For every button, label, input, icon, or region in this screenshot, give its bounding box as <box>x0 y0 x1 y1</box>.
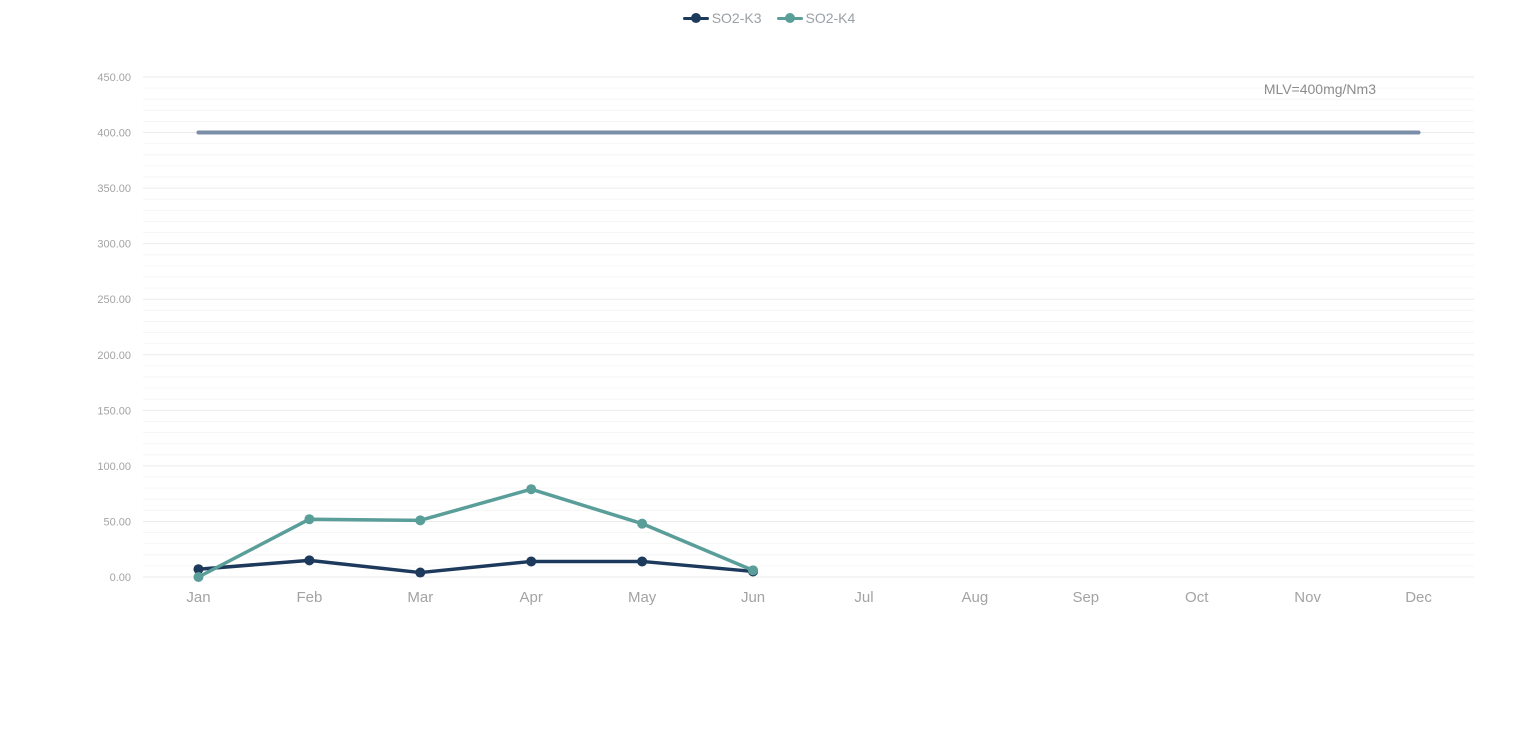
legend-marker-so2-k3 <box>682 12 710 24</box>
y-tick-label: 300.00 <box>97 239 131 251</box>
data-point-so2-k4-may[interactable] <box>637 518 648 529</box>
data-point-so2-k3-feb[interactable] <box>304 555 315 566</box>
x-tick-label-sep: Sep <box>1072 589 1099 606</box>
legend: SO2-K3 SO2-K4 <box>0 10 1537 26</box>
legend-marker-so2-k4 <box>776 12 804 24</box>
x-tick-label-jul: Jul <box>854 589 873 606</box>
y-tick-label: 350.00 <box>97 183 131 195</box>
data-point-so2-k3-may[interactable] <box>637 556 648 567</box>
x-tick-label-feb: Feb <box>296 589 322 606</box>
y-tick-label: 0.00 <box>110 572 131 584</box>
x-tick-label-jun: Jun <box>741 589 765 606</box>
y-tick-label: 250.00 <box>97 294 131 306</box>
y-tick-label: 200.00 <box>97 350 131 362</box>
x-tick-label-may: May <box>628 589 657 606</box>
x-tick-label-oct: Oct <box>1185 589 1209 606</box>
data-point-so2-k4-jun[interactable] <box>748 565 759 576</box>
x-tick-label-nov: Nov <box>1294 589 1321 606</box>
y-tick-label: 150.00 <box>97 405 131 417</box>
data-point-so2-k4-apr[interactable] <box>526 484 537 495</box>
data-point-so2-k4-mar[interactable] <box>415 515 426 526</box>
x-tick-label-mar: Mar <box>407 589 433 606</box>
data-point-so2-k3-apr[interactable] <box>526 556 537 567</box>
series-line-so2-k4 <box>196 487 755 579</box>
legend-dot-so2-k3 <box>690 13 701 23</box>
data-point-so2-k3-jan[interactable] <box>193 564 204 575</box>
legend-item-so2-k3[interactable]: SO2-K3 <box>682 10 762 26</box>
series-line-so2-k3 <box>196 558 755 575</box>
legend-dot-so2-k4 <box>784 13 795 23</box>
y-tick-label: 450.00 <box>97 72 131 84</box>
data-point-so2-k4-jan[interactable] <box>193 572 204 582</box>
legend-item-so2-k4[interactable]: SO2-K4 <box>776 10 856 26</box>
limit-line-label: MLV=400mg/Nm3 <box>1264 81 1376 97</box>
legend-label-so2-k4: SO2-K4 <box>805 10 856 26</box>
x-tick-label-apr: Apr <box>520 589 543 606</box>
x-tick-label-jan: Jan <box>186 589 210 606</box>
data-point-so2-k3-mar[interactable] <box>415 567 426 578</box>
x-tick-label-aug: Aug <box>962 589 989 606</box>
y-tick-label: 50.00 <box>103 516 131 528</box>
legend-label-so2-k3: SO2-K3 <box>711 10 762 26</box>
x-tick-label-dec: Dec <box>1405 589 1432 606</box>
y-tick-label: 100.00 <box>97 461 131 473</box>
y-tick-label: 400.00 <box>97 128 131 140</box>
data-point-so2-k4-feb[interactable] <box>304 514 315 525</box>
